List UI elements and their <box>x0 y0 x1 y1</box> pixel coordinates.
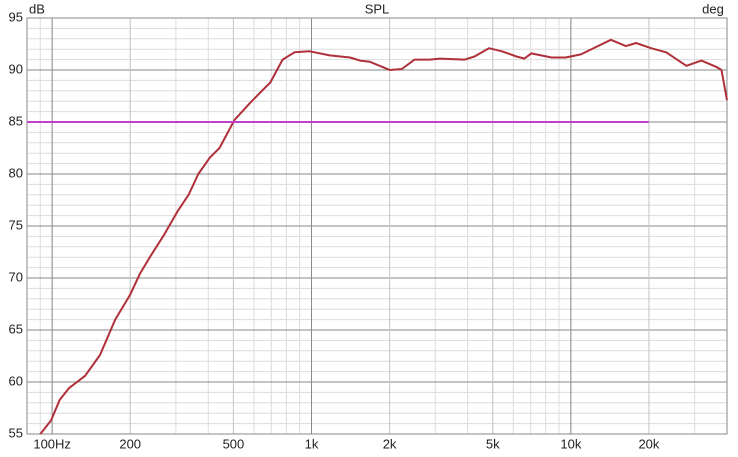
y-tick-label: 55 <box>9 425 23 440</box>
y-tick-label: 85 <box>9 113 23 128</box>
y-tick-label: 75 <box>9 217 23 232</box>
x-tick-label: 20k <box>638 436 659 451</box>
x-tick-label: 200 <box>119 436 141 451</box>
y-tick-label: 60 <box>9 373 23 388</box>
x-tick-label: 100Hz <box>33 436 71 451</box>
x-tick-label: 500 <box>223 436 245 451</box>
y-axis-label: dB <box>29 1 45 16</box>
chart-title: SPL <box>365 1 390 16</box>
y-tick-label: 80 <box>9 165 23 180</box>
series-line <box>39 38 728 435</box>
x-tick-label: 2k <box>383 436 397 451</box>
x-tick-label: 1k <box>305 436 319 451</box>
y-tick-label: 95 <box>9 9 23 24</box>
plot-frame <box>26 17 728 435</box>
y-tick-label: 70 <box>9 269 23 284</box>
y-tick-label: 90 <box>9 61 23 76</box>
x-tick-label: 5k <box>486 436 500 451</box>
x-tick-label: 10k <box>560 436 581 451</box>
y2-axis-label: deg <box>702 1 724 16</box>
y-tick-label: 65 <box>9 321 23 336</box>
